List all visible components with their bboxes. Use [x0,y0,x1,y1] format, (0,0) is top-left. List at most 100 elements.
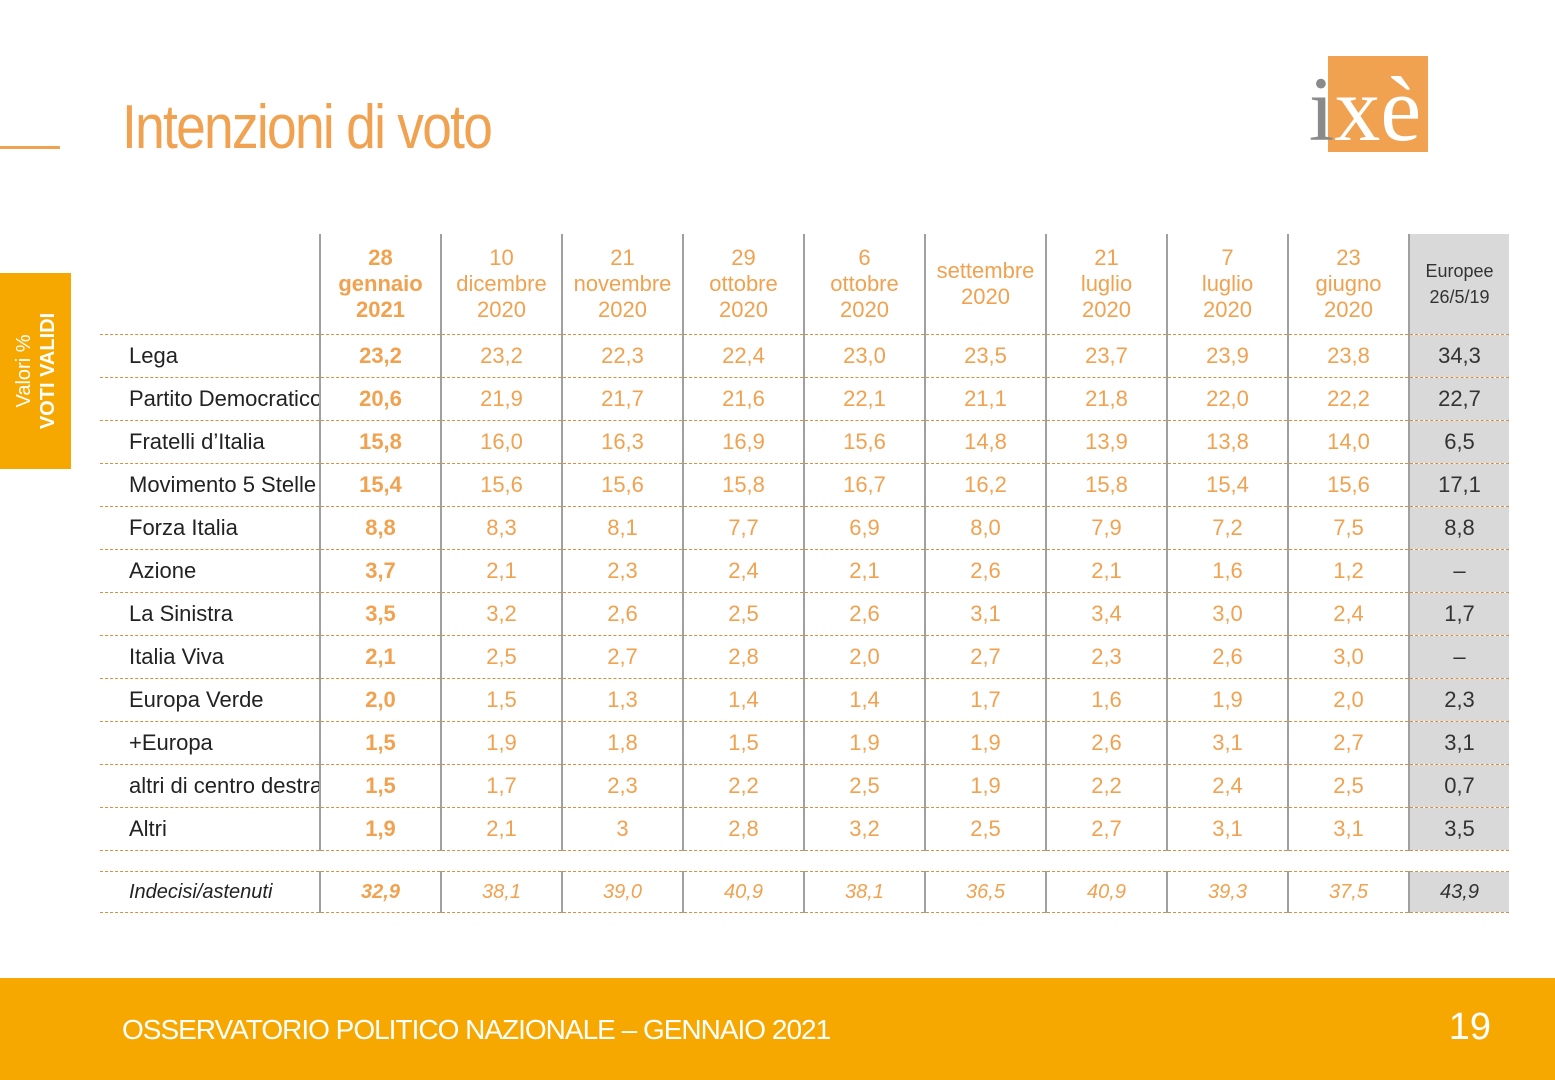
header-year: 2020 [961,284,1010,309]
party-name: Lega [100,334,320,378]
value-cell: 2,6 [1045,721,1167,765]
party-name: Altri [100,807,320,851]
value-cell: 23,2 [319,334,441,378]
value-cell: 8,0 [924,506,1046,550]
value-cell: 14,8 [924,420,1046,464]
table-row: Fratelli d’Italia 15,8 16,0 16,3 16,9 15,6 14,… [100,420,1509,464]
logo-text: ixè [1309,58,1421,156]
value-cell: 14,0 [1287,420,1409,464]
table-row: altri di centro destra 1,5 1,7 2,3 2,2 2,5 1,9… [100,764,1509,808]
value-cell: 15,8 [1045,463,1167,507]
value-cell: 21,8 [1045,377,1167,421]
value-cell: 22,3 [561,334,683,378]
value-cell: 17,1 [1408,463,1509,507]
value-cell: 23,0 [803,334,925,378]
header-month: luglio [1080,271,1133,296]
value-cell: 2,0 [1287,678,1409,722]
value-cell: 2,7 [1287,721,1409,765]
header-day: 7 [1221,245,1234,270]
value-cell: 16,9 [682,420,804,464]
header-year: 2020 [719,297,768,322]
value-cell: 15,6 [440,463,562,507]
value-cell: 2,3 [561,764,683,808]
party-name: Fratelli d’Italia [100,420,320,464]
value-cell: 3,2 [440,592,562,636]
party-name: Movimento 5 Stelle [100,463,320,507]
value-cell: 2,4 [1287,592,1409,636]
value-cell: 15,6 [1287,463,1409,507]
value-cell: 3,4 [1045,592,1167,636]
party-name: La Sinistra [100,592,320,636]
value-cell: 3,5 [319,592,441,636]
header-month: novembre [573,271,672,296]
date-header: settembre 2020 [924,234,1046,335]
value-cell: 2,1 [319,635,441,679]
value-cell: 21,6 [682,377,804,421]
value-cell: 21,1 [924,377,1046,421]
value-cell: 43,9 [1408,871,1509,913]
value-cell: 3,0 [1287,635,1409,679]
value-cell: 39,3 [1166,871,1288,913]
header-day: 29 [731,245,756,270]
value-cell: 1,9 [924,721,1046,765]
table-row: Italia Viva 2,1 2,5 2,7 2,8 2,0 2,7 2,3 2,6 3,0– [100,635,1509,679]
value-cell: 1,5 [682,721,804,765]
value-cell: 2,3 [1045,635,1167,679]
table-row: Altri 1,9 2,1 3 2,8 3,2 2,5 2,7 3,1 3,1 3,5 [100,807,1509,851]
value-cell: 23,5 [924,334,1046,378]
value-cell: 15,8 [682,463,804,507]
value-cell: 34,3 [1408,334,1509,378]
value-cell: 2,6 [1166,635,1288,679]
header-month: settembre [936,258,1035,283]
value-cell: 13,8 [1166,420,1288,464]
page-title: Intenzioni di voto [122,93,493,162]
value-cell: 23,2 [440,334,562,378]
date-header: 7 luglio 2020 [1166,234,1288,335]
value-cell: 21,7 [561,377,683,421]
header-year: 2020 [1324,297,1373,322]
value-cell: 2,1 [1045,549,1167,593]
value-cell: 2,4 [1166,764,1288,808]
header-year: 2020 [598,297,647,322]
value-cell: 7,7 [682,506,804,550]
value-cell: 3,1 [924,592,1046,636]
party-name: Indecisi/astenuti [100,871,320,913]
value-cell: 15,4 [319,463,441,507]
party-name: Italia Viva [100,635,320,679]
value-cell: 1,5 [319,721,441,765]
header-month: dicembre [456,271,547,296]
value-cell: 3,1 [1166,807,1288,851]
table-row: +Europa 1,5 1,9 1,8 1,5 1,9 1,9 2,6 3,1 2,7 3,1 [100,721,1509,765]
header-month: ottobre [709,271,778,296]
table-row: Azione 3,7 2,1 2,3 2,4 2,1 2,6 2,1 1,6 1,2– [100,549,1509,593]
value-cell: 1,7 [440,764,562,808]
value-cell: 20,6 [319,377,441,421]
value-cell: 15,4 [1166,463,1288,507]
value-cell: 15,8 [319,420,441,464]
table-row: Lega 23,2 23,2 22,3 22,4 23,0 23,5 23,7 23,9 23,8… [100,334,1509,378]
value-cell: 1,9 [1166,678,1288,722]
header-day: 10 [489,245,514,270]
value-cell: 16,7 [803,463,925,507]
side-tab-label: Valori % [12,334,35,408]
value-cell: 38,1 [440,871,562,913]
value-cell: 3,0 [1166,592,1288,636]
header-day: 28 [368,245,393,270]
value-cell: 38,1 [803,871,925,913]
value-cell: 2,4 [682,549,804,593]
value-cell: 1,9 [803,721,925,765]
value-cell: 3,2 [803,807,925,851]
value-cell: 1,5 [319,764,441,808]
value-cell: 40,9 [1045,871,1167,913]
header-month: luglio [1201,271,1254,296]
value-cell: 2,6 [561,592,683,636]
side-tab: Valori % VOTI VALIDI [0,273,71,469]
header-month: giugno [1315,271,1382,296]
date-header: 6 ottobre 2020 [803,234,925,335]
spacer-row [100,850,1509,872]
value-cell: 2,7 [924,635,1046,679]
value-cell: 13,9 [1045,420,1167,464]
ixe-logo: ixè [1309,56,1428,156]
header-year: 2020 [477,297,526,322]
undecided-row: Indecisi/astenuti 32,9 38,1 39,0 40,9 38,1 36,… [100,871,1509,913]
